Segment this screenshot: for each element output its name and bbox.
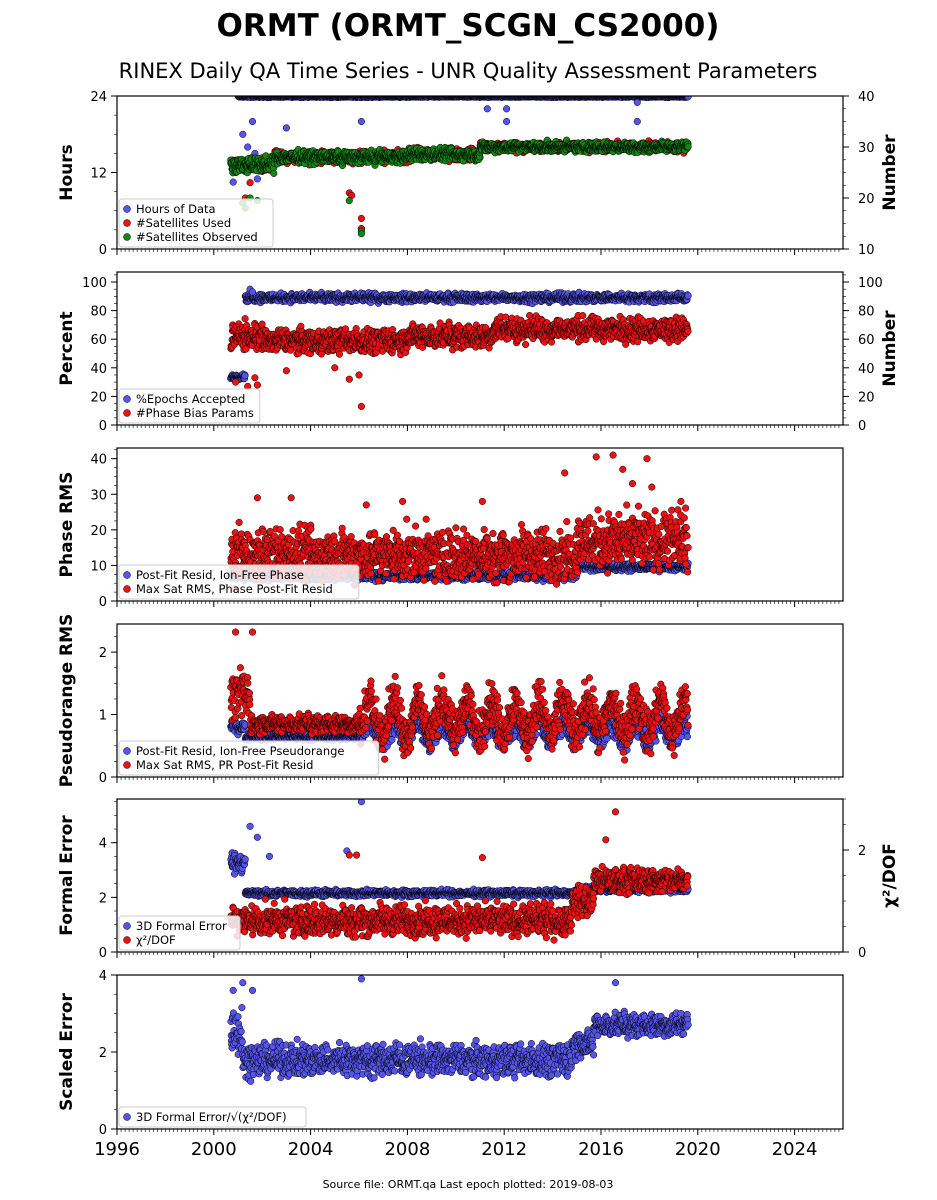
y-tick-label: 0	[99, 243, 107, 258]
series-hours-of-data	[229, 96, 692, 233]
y-right-tick-label: 20	[858, 192, 875, 207]
y-tick-label: 12	[90, 167, 107, 182]
panel-percent-phase-bias: 020406080100Percent020406080100Number%Ep…	[57, 271, 900, 434]
data-points	[227, 96, 692, 238]
data-point	[684, 143, 692, 151]
y-tick-label: 24	[90, 90, 107, 105]
data-point-outlier	[483, 105, 491, 113]
data-point-outlier	[633, 98, 641, 106]
legend-marker	[123, 219, 131, 227]
data-point-outlier	[503, 105, 511, 113]
data-point-outlier	[633, 117, 641, 126]
figure-subtitle: RINEX Daily QA Time Series - UNR Quality…	[119, 59, 818, 83]
data-points	[227, 285, 692, 410]
y-axis-left: 0 12 24 Hours	[57, 90, 117, 258]
legend-entry: #Satellites Used	[136, 216, 231, 230]
data-point-outlier	[357, 230, 365, 238]
legend-entry: Hours of Data	[136, 202, 216, 216]
data-point-outlier	[248, 117, 257, 126]
y-axis-right: 10 20 30 40 Number	[843, 90, 900, 258]
x-axis	[116, 249, 840, 255]
y-right-tick-label: 10	[858, 243, 875, 258]
data-point	[684, 96, 692, 101]
data-point	[241, 372, 249, 380]
y-right-axis-label: Number	[880, 134, 900, 211]
data-point-outlier	[503, 117, 511, 126]
legend: Hours of Data#Satellites Used#Satellites…	[118, 198, 274, 248]
y-right-tick-label: 40	[858, 90, 875, 105]
data-point-outlier	[246, 179, 254, 187]
data-point-outlier	[239, 130, 247, 138]
y-axis-label: Hours	[57, 144, 77, 201]
data-point-outlier	[345, 197, 353, 205]
legend-marker	[123, 233, 131, 241]
data-point-outlier	[244, 143, 252, 151]
legend-marker	[123, 205, 131, 213]
data-point-outlier	[357, 117, 365, 126]
data-point-outlier	[229, 178, 237, 186]
y-right-tick-label: 30	[858, 141, 875, 156]
series--satellites-observed	[227, 136, 692, 238]
data-point-outlier	[282, 124, 290, 132]
legend-entry: #Satellites Observed	[136, 230, 258, 244]
figure-title: ORMT (ORMT_SCGN_CS2000)	[217, 8, 720, 44]
data-point-outlier	[253, 175, 261, 183]
data-point-outlier	[357, 214, 365, 222]
data-point	[270, 169, 278, 177]
